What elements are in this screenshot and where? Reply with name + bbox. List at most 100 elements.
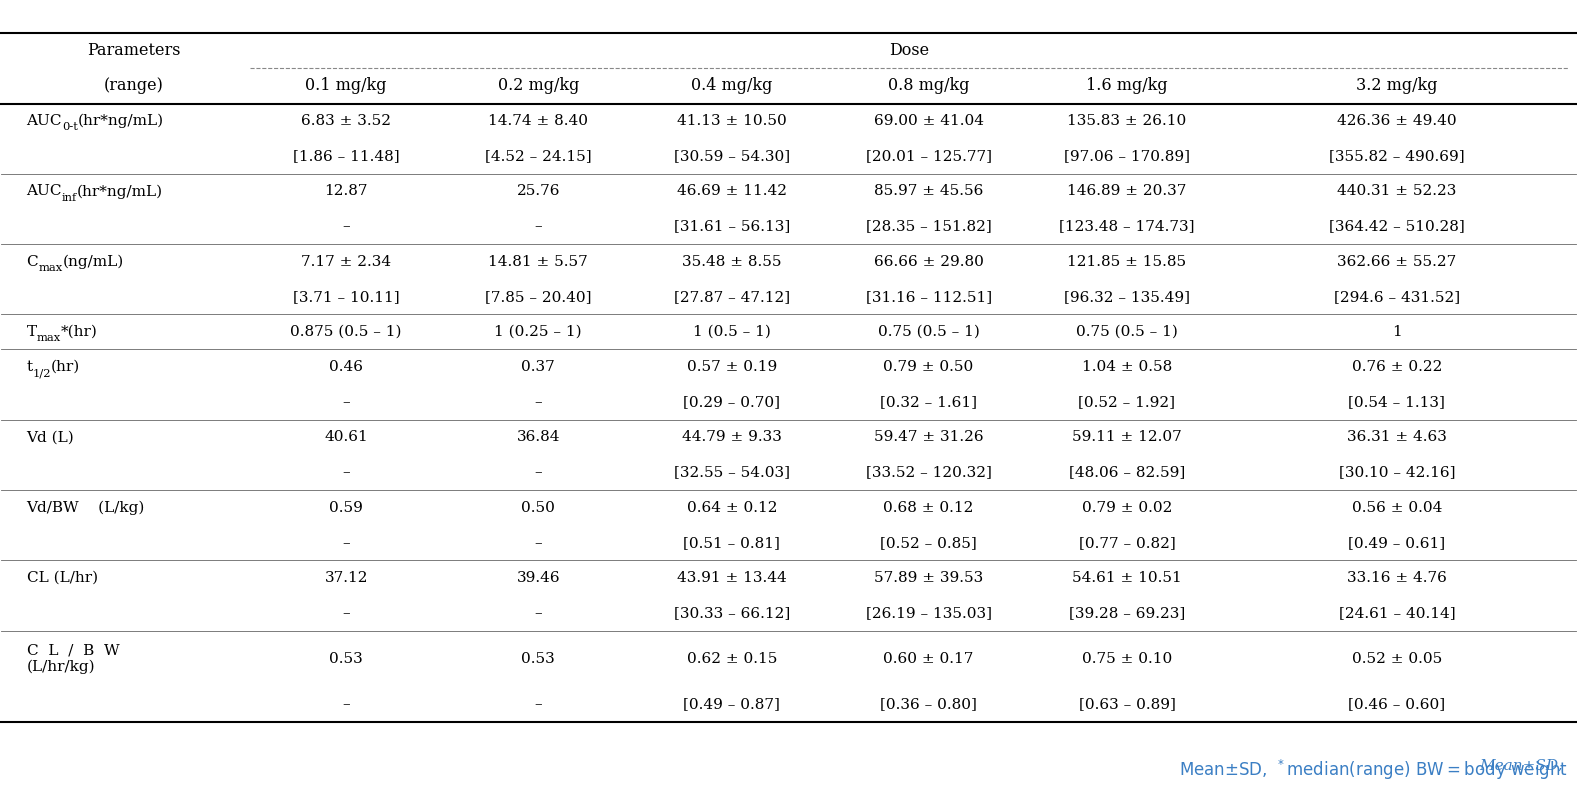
Text: 12.87: 12.87 [325,185,367,198]
Text: 0.79 ± 0.50: 0.79 ± 0.50 [883,360,973,374]
Text: 0.37: 0.37 [522,360,555,374]
Text: [0.77 – 0.82]: [0.77 – 0.82] [1079,536,1175,550]
Text: 14.74 ± 8.40: 14.74 ± 8.40 [489,114,588,128]
Text: –: – [342,466,350,479]
Text: 0.875 (0.5 – 1): 0.875 (0.5 – 1) [290,325,402,339]
Text: 0.64 ± 0.12: 0.64 ± 0.12 [686,501,777,515]
Text: 0.4 mg/kg: 0.4 mg/kg [691,78,773,94]
Text: 1/2: 1/2 [33,368,50,379]
Text: [31.16 – 112.51]: [31.16 – 112.51] [866,290,992,304]
Text: [0.46 – 0.60]: [0.46 – 0.60] [1348,698,1446,711]
Text: –: – [342,220,350,233]
Text: [0.29 – 0.70]: [0.29 – 0.70] [683,396,781,409]
Text: –: – [535,536,542,550]
Text: [96.32 – 135.49]: [96.32 – 135.49] [1064,290,1191,304]
Text: [27.87 – 47.12]: [27.87 – 47.12] [673,290,790,304]
Text: (hr): (hr) [50,360,80,374]
Text: 3.2 mg/kg: 3.2 mg/kg [1356,78,1438,94]
Text: [24.61 – 40.14]: [24.61 – 40.14] [1339,606,1456,620]
Text: [32.55 – 54.03]: [32.55 – 54.03] [673,466,790,479]
Text: 0.56 ± 0.04: 0.56 ± 0.04 [1351,501,1441,515]
Text: –: – [535,466,542,479]
Text: Parameters: Parameters [87,42,180,59]
Text: max: max [38,263,63,273]
Text: [0.52 – 1.92]: [0.52 – 1.92] [1079,396,1175,409]
Text: 0.57 ± 0.19: 0.57 ± 0.19 [686,360,777,374]
Text: [355.82 – 490.69]: [355.82 – 490.69] [1329,149,1465,163]
Text: [0.52 – 0.85]: [0.52 – 0.85] [880,536,978,550]
Text: 440.31 ± 52.23: 440.31 ± 52.23 [1337,185,1457,198]
Text: 0.62 ± 0.15: 0.62 ± 0.15 [686,652,777,666]
Text: 0.52 ± 0.05: 0.52 ± 0.05 [1351,652,1441,666]
Text: [0.49 – 0.87]: [0.49 – 0.87] [683,698,781,711]
Text: *(hr): *(hr) [62,325,98,339]
Text: [30.59 – 54.30]: [30.59 – 54.30] [673,149,790,163]
Text: [28.35 – 151.82]: [28.35 – 151.82] [866,220,992,233]
Text: 135.83 ± 26.10: 135.83 ± 26.10 [1068,114,1186,128]
Text: 0.46: 0.46 [330,360,363,374]
Text: 0.53: 0.53 [522,652,555,666]
Text: [39.28 – 69.23]: [39.28 – 69.23] [1069,606,1184,620]
Text: 69.00 ± 41.04: 69.00 ± 41.04 [874,114,984,128]
Text: 41.13 ± 10.50: 41.13 ± 10.50 [677,114,787,128]
Text: t: t [27,360,33,374]
Text: [97.06 – 170.89]: [97.06 – 170.89] [1064,149,1191,163]
Text: T: T [27,325,36,339]
Text: 0.75 (0.5 – 1): 0.75 (0.5 – 1) [878,325,979,339]
Text: –: – [535,606,542,620]
Text: 43.91 ± 13.44: 43.91 ± 13.44 [677,571,787,585]
Text: (hr*ng/mL): (hr*ng/mL) [77,114,164,129]
Text: [0.63 – 0.89]: [0.63 – 0.89] [1079,698,1175,711]
Text: [3.71 – 10.11]: [3.71 – 10.11] [293,290,399,304]
Text: 33.16 ± 4.76: 33.16 ± 4.76 [1347,571,1446,585]
Text: (range): (range) [104,78,164,94]
Text: 85.97 ± 45.56: 85.97 ± 45.56 [874,185,984,198]
Text: 0-t: 0-t [62,122,77,133]
Text: [4.52 – 24.15]: [4.52 – 24.15] [484,149,591,163]
Text: 0.2 mg/kg: 0.2 mg/kg [497,78,579,94]
Text: 57.89 ± 39.53: 57.89 ± 39.53 [874,571,982,585]
Text: [123.48 – 174.73]: [123.48 – 174.73] [1060,220,1195,233]
Text: [364.42 – 510.28]: [364.42 – 510.28] [1329,220,1465,233]
Text: Vd/BW    (L/kg): Vd/BW (L/kg) [27,500,145,515]
Text: 40.61: 40.61 [325,431,367,444]
Text: 0.1 mg/kg: 0.1 mg/kg [306,78,386,94]
Text: [31.61 – 56.13]: [31.61 – 56.13] [673,220,790,233]
Text: [0.49 – 0.61]: [0.49 – 0.61] [1348,536,1446,550]
Text: [1.86 – 11.48]: [1.86 – 11.48] [293,149,399,163]
Text: 46.69 ± 11.42: 46.69 ± 11.42 [677,185,787,198]
Text: 1 (0.5 – 1): 1 (0.5 – 1) [692,325,771,339]
Text: 0.50: 0.50 [522,501,555,515]
Text: 25.76: 25.76 [516,185,560,198]
Text: 1.6 mg/kg: 1.6 mg/kg [1087,78,1169,94]
Text: 7.17 ± 2.34: 7.17 ± 2.34 [301,255,391,268]
Text: –: – [342,606,350,620]
Text: Mean±SD,: Mean±SD, [1479,757,1568,772]
Text: 54.61 ± 10.51: 54.61 ± 10.51 [1072,571,1181,585]
Text: max: max [36,333,62,344]
Text: 14.81 ± 5.57: 14.81 ± 5.57 [489,255,588,268]
Text: [30.33 – 66.12]: [30.33 – 66.12] [673,606,790,620]
Text: inf: inf [62,193,77,203]
Text: 6.83 ± 3.52: 6.83 ± 3.52 [301,114,391,128]
Text: [33.52 – 120.32]: [33.52 – 120.32] [866,466,992,479]
Text: AUC: AUC [27,185,62,198]
Text: 36.31 ± 4.63: 36.31 ± 4.63 [1347,431,1446,444]
Text: 0.76 ± 0.22: 0.76 ± 0.22 [1351,360,1441,374]
Text: [0.54 – 1.13]: [0.54 – 1.13] [1348,396,1446,409]
Text: 1 (0.25 – 1): 1 (0.25 – 1) [494,325,582,339]
Text: [294.6 – 431.52]: [294.6 – 431.52] [1334,290,1460,304]
Text: 426.36 ± 49.40: 426.36 ± 49.40 [1337,114,1457,128]
Text: 146.89 ± 20.37: 146.89 ± 20.37 [1068,185,1186,198]
Text: (ng/mL): (ng/mL) [63,254,123,268]
Text: [20.01 – 125.77]: [20.01 – 125.77] [866,149,992,163]
Text: Dose: Dose [889,42,929,59]
Text: –: – [342,536,350,550]
Text: –: – [342,698,350,711]
Text: [26.19 – 135.03]: [26.19 – 135.03] [866,606,992,620]
Text: 66.66 ± 29.80: 66.66 ± 29.80 [874,255,984,268]
Text: 0.53: 0.53 [330,652,363,666]
Text: [7.85 – 20.40]: [7.85 – 20.40] [486,290,591,304]
Text: 362.66 ± 55.27: 362.66 ± 55.27 [1337,255,1457,268]
Text: –: – [535,396,542,409]
